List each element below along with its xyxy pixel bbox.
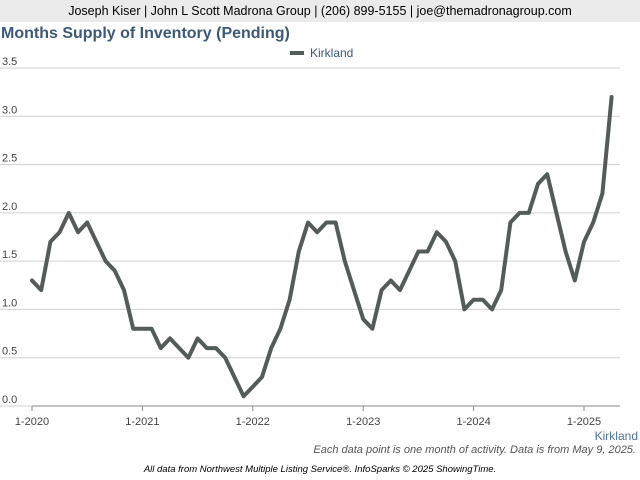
y-tick-label: 2.5 (2, 153, 17, 165)
y-tick-label: 2.0 (2, 201, 17, 213)
legend: Kirkland (290, 46, 353, 60)
y-tick-label: 1.0 (2, 297, 17, 309)
x-tick-label: 1-2022 (236, 416, 270, 428)
chart-title: Months Supply of Inventory (Pending) (1, 25, 290, 42)
x-tick-label: 1-2023 (346, 416, 380, 428)
contact-bar: Joseph Kiser | John L Scott Madrona Grou… (0, 0, 640, 22)
x-tick-label: 1-2020 (15, 416, 49, 428)
y-tick-label: 1.5 (2, 249, 17, 261)
x-tick-label: 1-2025 (567, 416, 601, 428)
x-tick-label: 1-2024 (456, 416, 490, 428)
y-tick-label: 3.5 (2, 56, 17, 68)
y-tick-label: 3.0 (2, 104, 17, 116)
y-tick-label: 0.5 (2, 346, 17, 358)
footer-credit: All data from Northwest Multiple Listing… (143, 464, 497, 475)
series-line-kirkland (30, 95, 614, 399)
region-label: Kirkland (594, 429, 638, 443)
legend-swatch (290, 51, 304, 55)
x-tick-label: 1-2021 (125, 416, 159, 428)
y-tick-label: 0.0 (2, 394, 17, 406)
data-note: Each data point is one month of activity… (313, 444, 636, 456)
legend-label: Kirkland (310, 46, 354, 60)
